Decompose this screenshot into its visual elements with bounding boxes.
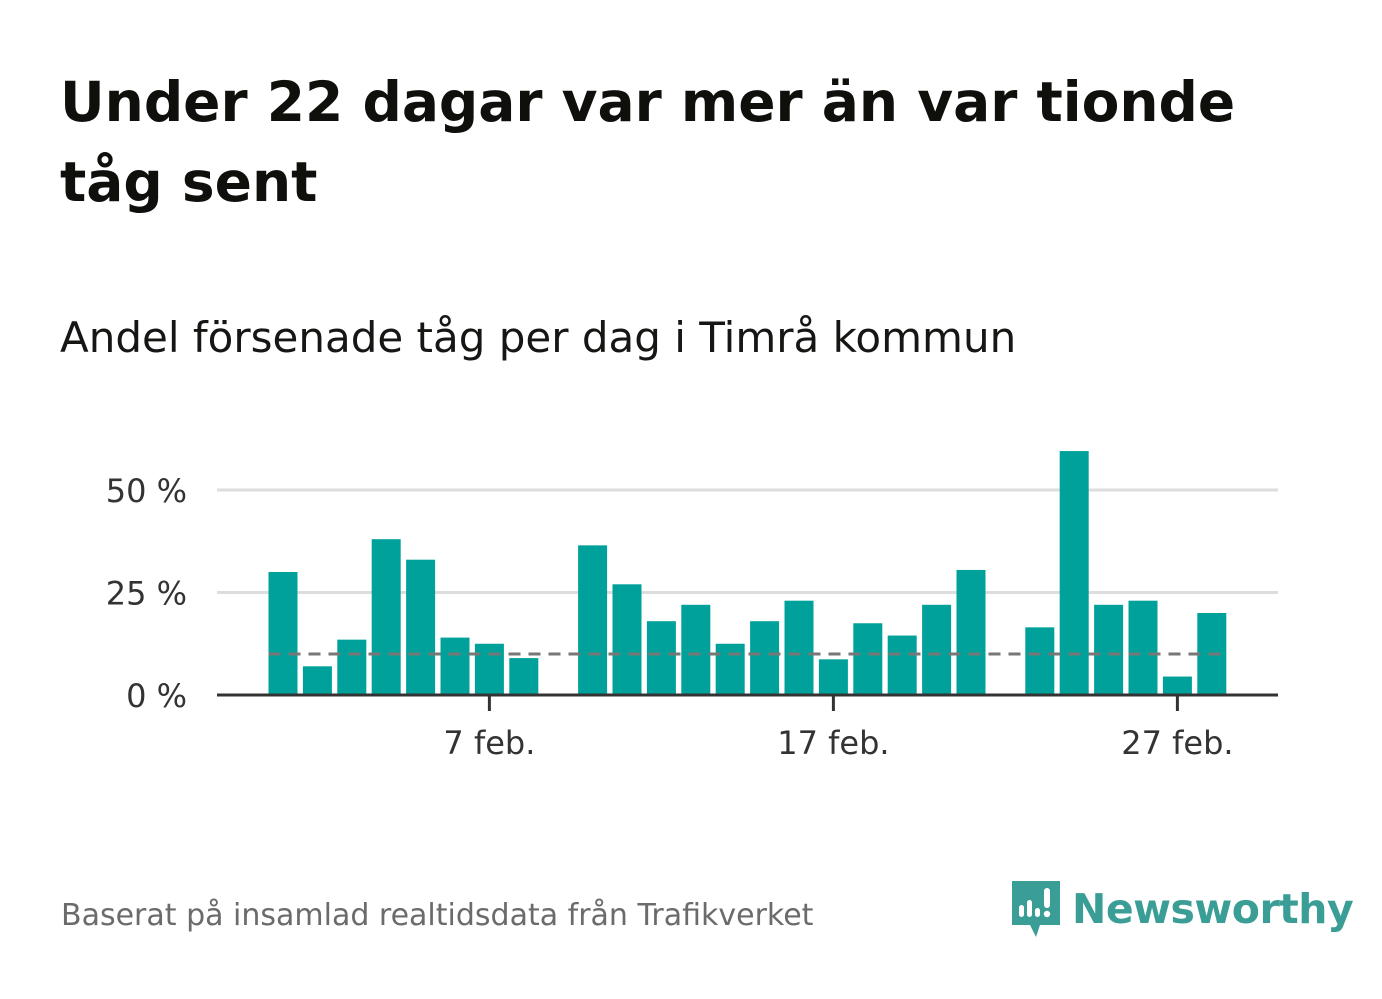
- y-tick-label: 25 %: [106, 575, 187, 613]
- x-tick-label: 7 feb.: [443, 724, 535, 762]
- bar: [818, 659, 848, 695]
- source-note: Baserat på insamlad realtidsdata från Tr…: [61, 898, 814, 933]
- bar: [1094, 604, 1124, 695]
- bar: [337, 639, 367, 695]
- bar: [371, 539, 401, 695]
- x-tick-label: 27 feb.: [1121, 724, 1233, 762]
- bar: [578, 545, 608, 695]
- bar: [1162, 676, 1192, 695]
- bar: [406, 559, 436, 695]
- bar: [440, 637, 470, 695]
- bar: [750, 621, 780, 695]
- chart-title: Under 22 dagar var mer än var tionde tåg…: [60, 70, 1236, 214]
- brand-logo: Newsworthy: [1010, 878, 1354, 940]
- bar: [784, 600, 814, 695]
- bar: [715, 643, 745, 695]
- bar: [509, 658, 539, 695]
- y-tick-label: 50 %: [106, 472, 187, 510]
- bar-chart: 0 % 25 % 50 % 7 feb. 17 feb. 27 feb.: [106, 451, 1278, 762]
- bar: [646, 621, 676, 695]
- x-tick-label: 17 feb.: [777, 724, 889, 762]
- bar: [681, 604, 711, 695]
- brand-name: Newsworthy: [1072, 885, 1354, 933]
- bar: [268, 572, 298, 695]
- bar: [1059, 451, 1089, 695]
- bar: [922, 604, 952, 695]
- newsworthy-logo-icon: [1012, 881, 1060, 937]
- y-tick-label: 0 %: [126, 677, 187, 715]
- bar: [474, 643, 504, 695]
- bar: [956, 569, 986, 695]
- bar: [612, 584, 642, 695]
- bar: [887, 635, 917, 695]
- bar: [1128, 600, 1158, 695]
- chart-subtitle: Andel försenade tåg per dag i Timrå komm…: [60, 313, 1017, 362]
- bar: [302, 666, 332, 695]
- bar: [853, 623, 883, 695]
- bar: [1025, 627, 1055, 695]
